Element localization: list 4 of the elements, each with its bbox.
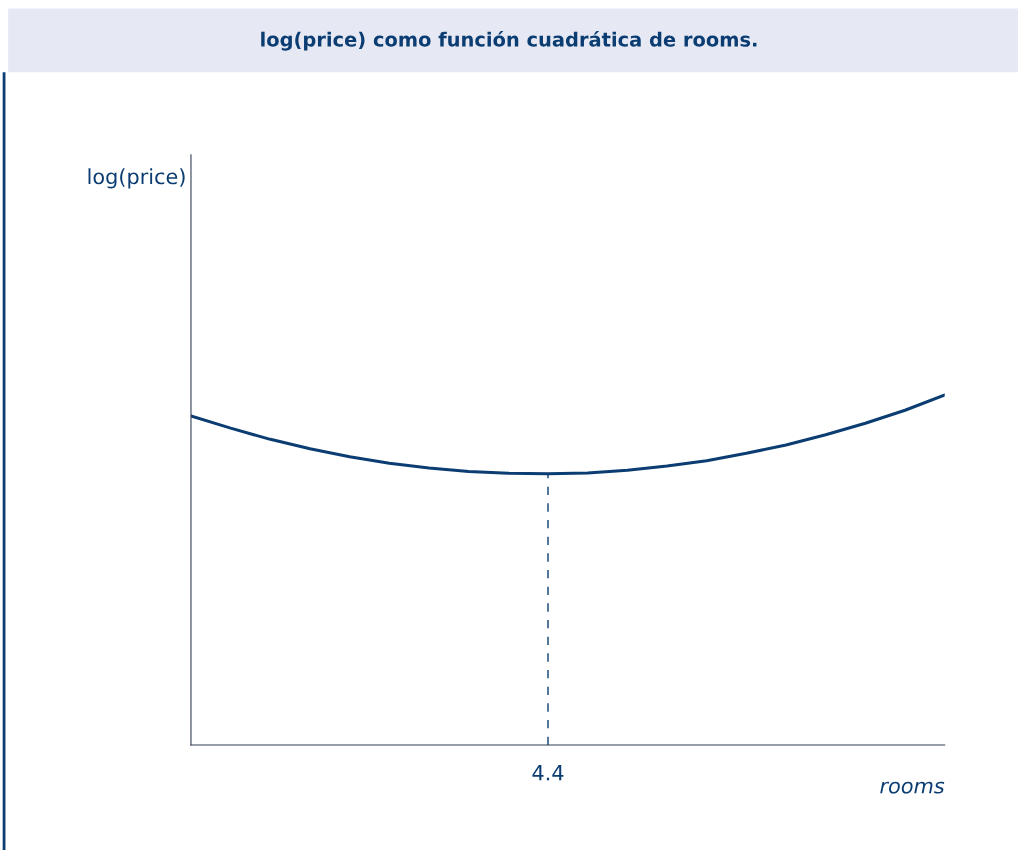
x-axis-title: rooms [880, 781, 945, 794]
text: log(price) [88, 168, 185, 189]
chart-title: log(price) como función cuadrática de rooms. [261, 30, 757, 51]
text: 4.4 [532, 765, 564, 781]
